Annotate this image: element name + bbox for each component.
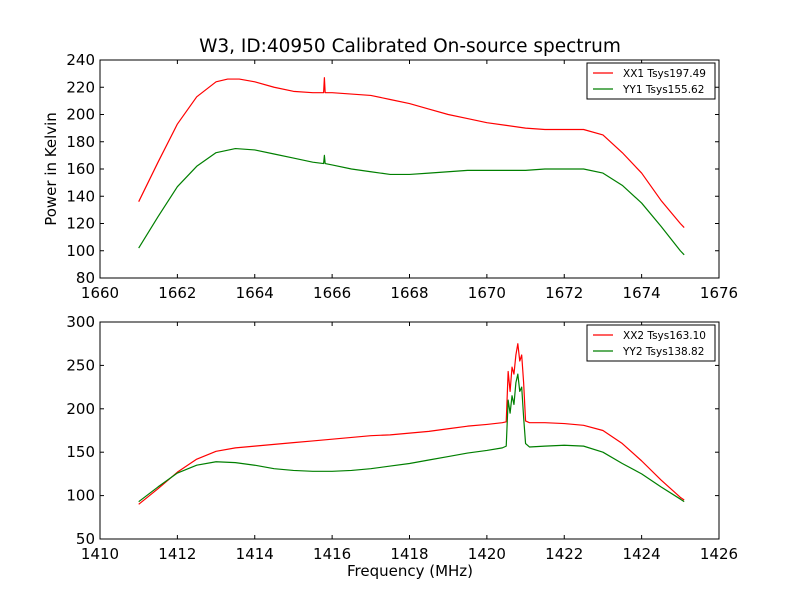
bottom-subplot: 1410 1412 1414 1416 1418 1420 1422 1424 1426 50 10…: [66, 313, 738, 580]
top-y-tick-label: 80: [76, 269, 95, 287]
top-y-tick-label: 140: [66, 187, 95, 205]
top-x-tick-label: 1674: [623, 284, 661, 302]
bottom-y-tick-label: 200: [66, 400, 95, 418]
bottom-x-tick-label: 1424: [623, 545, 661, 563]
top-y-tick-label: 120: [66, 215, 95, 233]
bottom-y-tick-label: 100: [66, 487, 95, 505]
top-series-line-2: [138, 147, 685, 256]
bottom-x-tick-label: 1420: [468, 545, 506, 563]
bottom-x-tick-label: 1414: [236, 545, 274, 563]
top-y-tick-label: 160: [66, 160, 95, 178]
top-series-line-1: [138, 77, 685, 229]
bottom-series-group: [138, 343, 685, 505]
top-y-tick-label: 200: [66, 106, 95, 124]
bottom-x-axis-label: Frequency (MHz): [347, 562, 473, 580]
chart-title: W3, ID:40950 Calibrated On-source spectr…: [199, 36, 621, 57]
bottom-x-tick-label: 1416: [313, 545, 351, 563]
bottom-series-line-2: [138, 373, 685, 503]
top-ticks-group: 1660 1662 1664 1666 1668 1670 1672 1674 1676 80 10…: [66, 51, 738, 302]
top-y-tick-label: 100: [66, 242, 95, 260]
top-x-tick-label: 1670: [468, 284, 506, 302]
top-subplot: W3, ID:40950 Calibrated On-source spectr…: [42, 36, 738, 302]
top-x-tick-label: 1672: [545, 284, 583, 302]
bottom-x-tick-label: 1422: [545, 545, 583, 563]
bottom-x-tick-label: 1410: [81, 545, 119, 563]
top-y-axis-label: Power in Kelvin: [42, 112, 60, 226]
bottom-legend-box: [586, 324, 716, 362]
bottom-x-tick-label: 1412: [158, 545, 196, 563]
top-x-tick-label: 1676: [700, 284, 738, 302]
top-series-group: [138, 77, 685, 256]
top-x-tick-label: 1666: [313, 284, 351, 302]
top-legend: XX1 Tsys197.49 YY1 Tsys155.62: [586, 62, 716, 100]
top-legend-label-yy1: YY1 Tsys155.62: [622, 84, 704, 96]
top-x-tick-label: 1668: [390, 284, 428, 302]
top-y-tick-label: 180: [66, 133, 95, 151]
bottom-ticks-group: 1410 1412 1414 1416 1418 1420 1422 1424 1426 50 10…: [66, 313, 738, 563]
bottom-y-tick-label: 150: [66, 443, 95, 461]
top-legend-label-xx1: XX1 Tsys197.49: [623, 68, 706, 80]
bottom-x-tick-label: 1426: [700, 545, 738, 563]
bottom-x-tick-label: 1418: [390, 545, 428, 563]
top-x-tick-label: 1662: [158, 284, 196, 302]
bottom-legend-label-yy2: YY2 Tsys138.82: [622, 346, 704, 358]
top-y-tick-label: 220: [66, 78, 95, 96]
bottom-legend-label-xx2: XX2 Tsys163.10: [623, 330, 706, 342]
bottom-y-tick-label: 250: [66, 356, 95, 374]
top-y-tick-label: 240: [66, 51, 95, 69]
top-x-tick-label: 1660: [81, 284, 119, 302]
bottom-plot-frame: [99, 321, 720, 540]
top-plot-frame: [99, 59, 720, 279]
top-legend-box: [586, 62, 716, 100]
bottom-legend: XX2 Tsys163.10 YY2 Tsys138.82: [586, 324, 716, 362]
bottom-series-line-1: [138, 343, 685, 505]
bottom-y-tick-label: 50: [76, 530, 95, 548]
top-x-tick-label: 1664: [236, 284, 274, 302]
bottom-y-tick-label: 300: [66, 313, 95, 331]
